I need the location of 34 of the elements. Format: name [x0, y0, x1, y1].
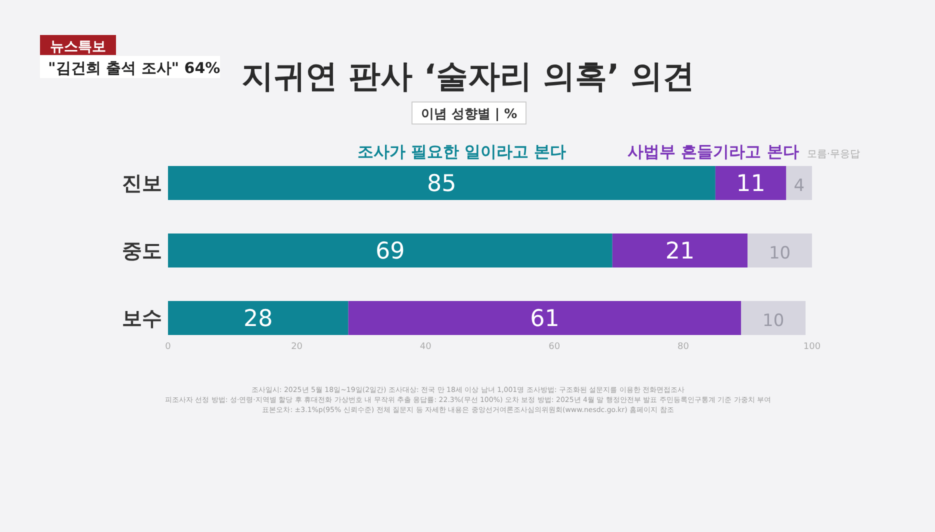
data-label: 21 — [665, 238, 695, 264]
x-tick-label: 0 — [165, 342, 172, 352]
data-label: 28 — [244, 306, 273, 332]
chart-subtitle: 이념 성향별 | % — [420, 107, 518, 122]
bar — [168, 234, 612, 268]
text: 뉴스특보 — [50, 39, 106, 55]
y-tick-label: 중도 — [122, 238, 162, 262]
series-label: 조사가 필요한 일이라고 본다 — [357, 142, 566, 161]
bar — [612, 234, 748, 268]
y-tick-label: 보수 — [122, 306, 162, 330]
bar — [741, 301, 806, 335]
x-tick-label: 60 — [548, 342, 560, 352]
bar — [168, 166, 716, 200]
series-label: 사법부 흔들기라고 본다 — [628, 142, 799, 161]
text: "김건희 출석 조사" 64% — [48, 59, 220, 77]
data-label: 4 — [794, 176, 805, 196]
bar — [748, 234, 812, 268]
data-label: 85 — [427, 171, 456, 197]
bar — [715, 166, 786, 200]
x-tick-label: 40 — [420, 342, 432, 352]
data-label: 61 — [530, 306, 560, 332]
bar — [786, 166, 812, 200]
data-label: 69 — [376, 238, 405, 264]
x-tick-label: 20 — [291, 342, 303, 352]
series-label: 모름·무응답 — [806, 149, 860, 160]
data-label: 10 — [768, 244, 791, 264]
data-label: 11 — [736, 171, 766, 197]
x-tick-label: 80 — [677, 342, 690, 352]
x-tick-label: 100 — [803, 342, 821, 352]
chart-title: 지귀연 판사 ‘술자리 의혹’ 의견 — [242, 57, 694, 95]
data-label: 10 — [762, 311, 784, 331]
bar — [348, 301, 742, 335]
bar — [168, 301, 348, 335]
y-tick-label: 진보 — [122, 171, 162, 195]
